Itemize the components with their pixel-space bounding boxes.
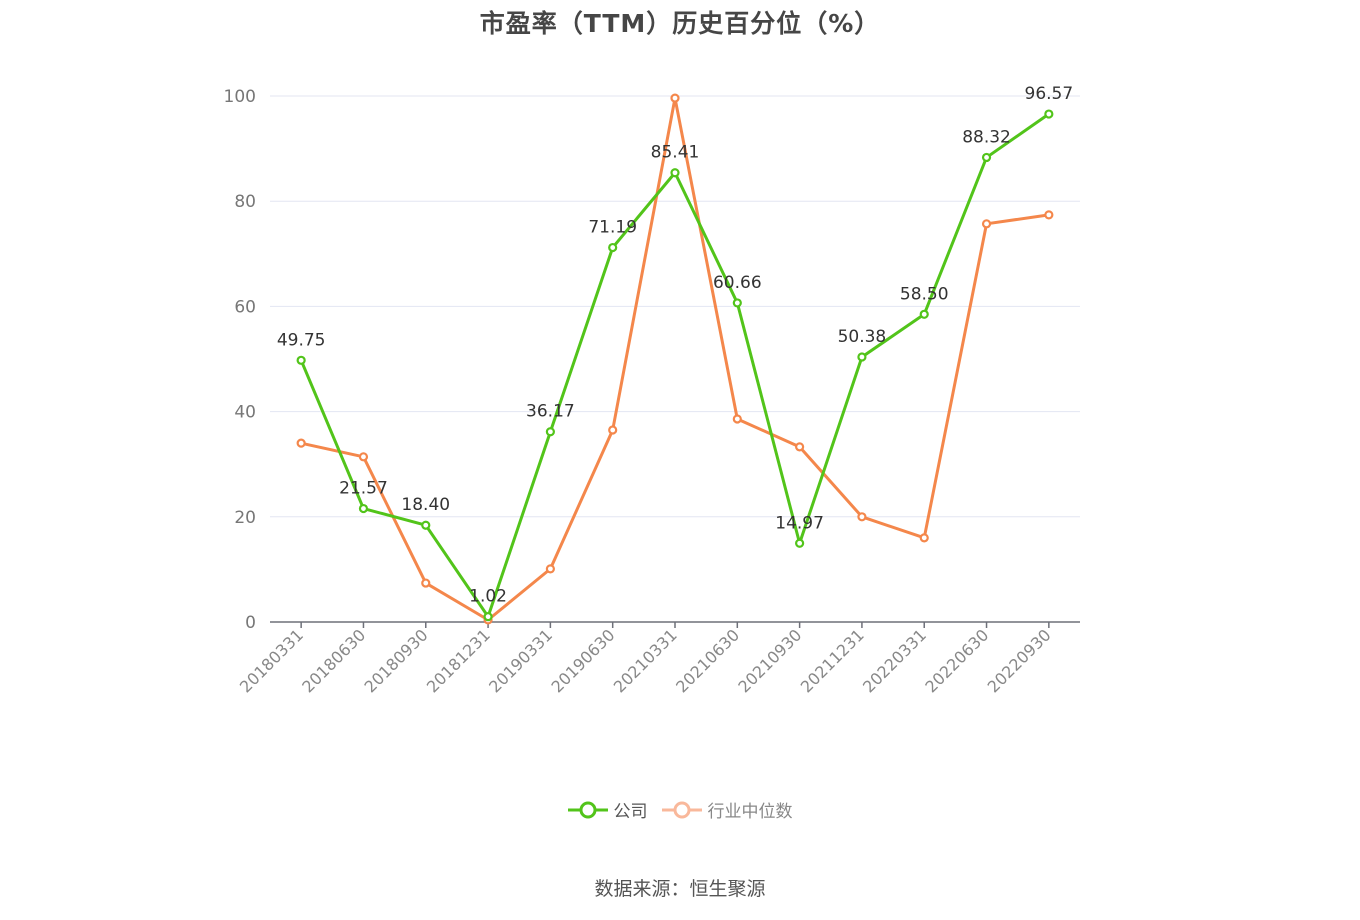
- data-point[interactable]: [732, 298, 742, 308]
- data-point[interactable]: [421, 520, 431, 530]
- data-label: 18.40: [401, 495, 450, 515]
- data-point[interactable]: [1044, 109, 1054, 119]
- data-point[interactable]: [545, 427, 555, 437]
- data-point[interactable]: [483, 612, 493, 622]
- data-label: 88.32: [962, 127, 1011, 147]
- legend-label-industry-median: 行业中位数: [707, 802, 793, 822]
- data-point[interactable]: [296, 355, 306, 365]
- data-point[interactable]: [608, 242, 618, 253]
- company-line: [299, 112, 1050, 619]
- data-label: 36.17: [526, 402, 575, 422]
- legend-label-company: 公司: [613, 802, 648, 822]
- x-tick-label: 20220331: [859, 625, 930, 696]
- x-tick-label: 20210630: [672, 625, 743, 696]
- data-label: 50.38: [838, 327, 887, 347]
- x-tick-label: 20190331: [485, 625, 556, 696]
- x-tick-label: 20220930: [984, 625, 1055, 696]
- data-point[interactable]: [732, 414, 742, 424]
- x-tick-label: 20180930: [361, 625, 432, 696]
- data-label: 21.57: [339, 479, 388, 499]
- data-source: 数据来源：恒生聚源: [594, 878, 766, 900]
- data-label: 71.19: [588, 218, 637, 238]
- x-tick-label: 20210930: [734, 625, 805, 696]
- data-label: 1.02: [469, 587, 507, 607]
- x-tick-label: 20181231: [423, 625, 494, 696]
- data-label: 60.66: [713, 273, 762, 293]
- data-point[interactable]: [1044, 210, 1054, 220]
- data-label: 58.50: [900, 284, 949, 304]
- data-point[interactable]: [670, 93, 680, 103]
- y-tick-label: 100: [224, 87, 256, 107]
- legend-item-company[interactable]: 公司: [567, 797, 648, 822]
- series-lines: [296, 93, 1054, 625]
- data-point[interactable]: [981, 152, 992, 163]
- data-point[interactable]: [296, 438, 306, 448]
- data-labels: 49.75 21.57 18.40 1.02 36.17 71.19 85.41 60.66 1…: [277, 84, 1073, 607]
- x-tick-label: 20211231: [797, 625, 868, 696]
- x-tick-label: 20180331: [236, 625, 307, 696]
- x-axis: 2018033120180630201809302018123120190331…: [236, 621, 1080, 696]
- data-point[interactable]: [795, 538, 805, 548]
- data-point[interactable]: [981, 219, 992, 229]
- data-point[interactable]: [421, 578, 431, 588]
- data-point[interactable]: [919, 309, 929, 319]
- data-point[interactable]: [795, 442, 805, 452]
- y-tick-label: 0: [245, 613, 256, 633]
- y-axis: 0 20 40 60 80 100: [224, 87, 256, 633]
- x-tick-label: 20210331: [610, 625, 681, 696]
- data-point[interactable]: [358, 503, 369, 514]
- legend-company-icon: [567, 801, 608, 818]
- data-point[interactable]: [919, 533, 929, 543]
- x-tick-label: 20190630: [548, 625, 619, 696]
- x-tick-label: 20180630: [298, 625, 369, 696]
- y-tick-label: 80: [234, 192, 256, 212]
- y-tick-label: 40: [234, 403, 256, 423]
- data-point[interactable]: [545, 564, 555, 574]
- legend-industry-icon: [661, 801, 702, 818]
- data-point[interactable]: [670, 168, 680, 178]
- chart-title: 市盈率（TTM）历史百分位（%）: [479, 9, 881, 38]
- data-label: 96.57: [1025, 84, 1074, 104]
- data-label: 14.97: [775, 513, 824, 533]
- data-label: 49.75: [277, 330, 326, 350]
- legend-item-industry-median[interactable]: 行业中位数: [661, 797, 793, 822]
- x-tick-label: 20220630: [921, 625, 992, 696]
- y-tick-label: 60: [234, 297, 256, 317]
- data-point[interactable]: [358, 452, 369, 462]
- data-label: 85.41: [651, 143, 700, 163]
- legend: 公司 行业中位数: [0, 797, 1360, 822]
- data-point[interactable]: [857, 352, 867, 362]
- data-point[interactable]: [857, 512, 867, 522]
- gridlines: [270, 95, 1080, 518]
- y-tick-label: 20: [234, 508, 256, 528]
- data-point[interactable]: [608, 425, 618, 435]
